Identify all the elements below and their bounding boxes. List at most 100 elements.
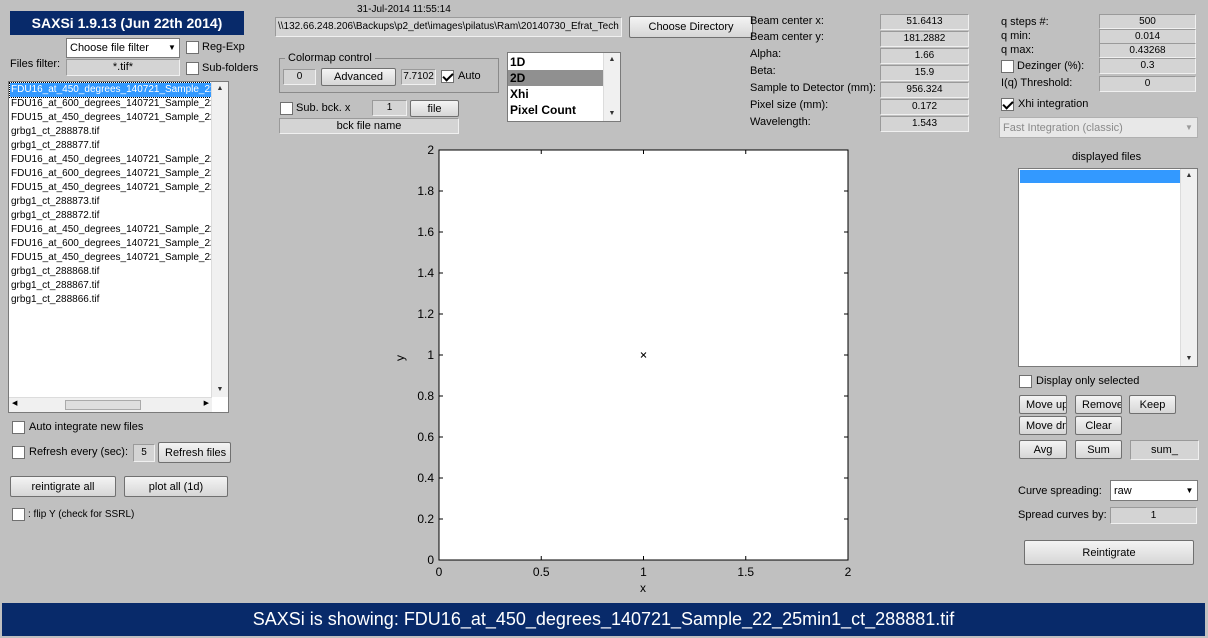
move-down-button[interactable]: Move dn: [1019, 416, 1067, 435]
choose-directory-button[interactable]: Choose Directory: [629, 16, 753, 38]
mode-list[interactable]: 1D 2D Xhi Pixel Count ▲ ▼: [507, 52, 621, 122]
list-item[interactable]: grbg1_ct_288868.tif: [11, 266, 100, 277]
dezinger-checkbox[interactable]: [1001, 60, 1014, 73]
bck-file-button[interactable]: file: [410, 100, 459, 117]
alpha-label: Alpha:: [750, 48, 782, 60]
file-list-hscrollbar[interactable]: ◀ ▶: [9, 397, 212, 412]
displayed-list-scrollbar[interactable]: ▲ ▼: [1180, 169, 1197, 366]
xhi-integration-label: Xhi integration: [1018, 98, 1089, 110]
scroll-up-icon[interactable]: ▲: [216, 85, 224, 92]
regexp-checkbox[interactable]: [186, 41, 199, 54]
threshold-input[interactable]: 0: [1099, 76, 1196, 92]
list-item[interactable]: grbg1_ct_288872.tif: [11, 210, 100, 221]
file-filter-dropdown[interactable]: Choose file filter ▼: [66, 38, 180, 58]
curve-spreading-dropdown[interactable]: raw ▼: [1110, 480, 1198, 501]
scroll-down-icon[interactable]: ▼: [608, 110, 616, 117]
scroll-down-icon[interactable]: ▼: [216, 386, 224, 393]
scroll-left-icon[interactable]: ◀: [12, 400, 18, 407]
file-pattern-input[interactable]: *.tif*: [66, 59, 180, 76]
scroll-up-icon[interactable]: ▲: [1185, 172, 1193, 179]
mode-item-1d[interactable]: 1D: [510, 55, 526, 69]
subfolders-checkbox[interactable]: [186, 62, 199, 75]
scroll-up-icon[interactable]: ▲: [608, 56, 616, 63]
integration-method-value: Fast Integration (classic): [1003, 122, 1123, 134]
auto-integrate-checkbox[interactable]: [12, 421, 25, 434]
plot-all-button[interactable]: plot all (1d): [124, 476, 228, 497]
integration-method-dropdown[interactable]: Fast Integration (classic) ▼: [999, 117, 1198, 138]
list-item[interactable]: FDU16_at_600_degrees_140721_Sample_22_: [11, 98, 222, 109]
remove-button[interactable]: Remove: [1075, 395, 1122, 414]
list-item[interactable]: FDU15_at_450_degrees_140721_Sample_22_: [11, 182, 222, 193]
chevron-down-icon: ▼: [1185, 486, 1194, 495]
spread-by-label: Spread curves by:: [1018, 509, 1107, 521]
pixel-size-label: Pixel size (mm):: [750, 99, 829, 111]
mode-item-pixel-count[interactable]: Pixel Count: [510, 103, 577, 117]
beam-center-x-input[interactable]: 51.6413: [880, 14, 969, 30]
flip-y-checkbox[interactable]: [12, 508, 25, 521]
list-item-selected[interactable]: [1020, 170, 1181, 183]
list-item[interactable]: grbg1_ct_288873.tif: [11, 196, 100, 207]
directory-path-input[interactable]: \\132.66.248.206\Backups\p2_det\images\p…: [275, 17, 622, 37]
list-item[interactable]: FDU16_at_600_degrees_140721_Sample_22_: [11, 168, 222, 179]
list-item[interactable]: grbg1_ct_288866.tif: [11, 294, 100, 305]
beam-center-y-input[interactable]: 181.2882: [880, 31, 969, 47]
refresh-every-checkbox[interactable]: [12, 446, 25, 459]
y-tick-label: 0.2: [417, 512, 434, 526]
q-max-input[interactable]: 0.43268: [1099, 43, 1196, 58]
refresh-files-button[interactable]: Refresh files: [158, 442, 231, 463]
pixel-size-input[interactable]: 0.172: [880, 99, 969, 115]
distance-label: Sample to Detector (mm):: [750, 82, 876, 94]
beam-center-y-label: Beam center y:: [750, 31, 824, 43]
list-item[interactable]: FDU15_at_450_degrees_140721_Sample_22_: [11, 252, 222, 263]
list-item[interactable]: FDU15_at_450_degrees_140721_Sample_22_: [11, 112, 222, 123]
sum-button[interactable]: Sum: [1075, 440, 1122, 459]
list-item[interactable]: FDU16_at_450_degrees_140721_Sample_22_: [11, 154, 222, 165]
q-steps-input[interactable]: 500: [1099, 14, 1196, 29]
display-only-selected-checkbox[interactable]: [1019, 375, 1032, 388]
reintegrate-button[interactable]: Reintigrate: [1024, 540, 1194, 565]
distance-input[interactable]: 956.324: [880, 82, 969, 98]
reintegrate-all-button[interactable]: reintigrate all: [10, 476, 116, 497]
displayed-files-list[interactable]: ▲ ▼: [1018, 168, 1198, 367]
list-item[interactable]: grbg1_ct_288877.tif: [11, 140, 100, 151]
hscroll-thumb[interactable]: [65, 400, 141, 410]
plot-area[interactable]: 0 0.5 1 1.5 2 0 0.2 0.4 0.6 0.8 1 1.2 1.4 1.6 1.8 2 x y: [380, 138, 870, 598]
file-filter-value: Choose file filter: [70, 42, 149, 54]
list-item[interactable]: grbg1_ct_288867.tif: [11, 280, 100, 291]
file-list-scrollbar[interactable]: ▲ ▼: [211, 82, 228, 397]
beta-input[interactable]: 15.9: [880, 65, 969, 81]
bck-factor-input[interactable]: 1: [372, 100, 407, 116]
list-item[interactable]: FDU16_at_600_degrees_140721_Sample_22_: [11, 238, 222, 249]
refresh-seconds-input[interactable]: 5: [133, 444, 155, 462]
clear-button[interactable]: Clear: [1075, 416, 1122, 435]
q-min-input[interactable]: 0.014: [1099, 29, 1196, 44]
mode-item-xhi[interactable]: Xhi: [510, 87, 529, 101]
x-tick-label: 1.5: [737, 565, 754, 579]
avg-button[interactable]: Avg: [1019, 440, 1067, 459]
move-up-button[interactable]: Move up: [1019, 395, 1067, 414]
sub-bck-label: Sub. bck. x: [296, 102, 351, 114]
status-bar: SAXSi is showing: FDU16_at_450_degrees_1…: [2, 603, 1205, 636]
colormap-advanced-button[interactable]: Advanced: [321, 68, 396, 86]
alpha-input[interactable]: 1.66: [880, 48, 969, 64]
list-item[interactable]: grbg1_ct_288878.tif: [11, 126, 100, 137]
list-item[interactable]: FDU16_at_450_degrees_140721_Sample_22_: [9, 82, 223, 98]
sum-name-input[interactable]: sum_: [1130, 440, 1199, 460]
colormap-group-label: Colormap control: [285, 52, 375, 65]
mode-list-scrollbar[interactable]: ▲ ▼: [603, 53, 620, 121]
file-list[interactable]: FDU16_at_450_degrees_140721_Sample_22_ FD…: [8, 81, 229, 413]
mode-item-2d[interactable]: 2D: [508, 70, 604, 86]
keep-button[interactable]: Keep: [1129, 395, 1176, 414]
dezinger-input[interactable]: 0.3: [1099, 58, 1196, 74]
spread-by-input[interactable]: 1: [1110, 507, 1197, 524]
colormap-auto-checkbox[interactable]: [441, 70, 454, 83]
wavelength-input[interactable]: 1.543: [880, 116, 969, 132]
colormap-max-input[interactable]: 7.7102: [401, 69, 436, 85]
sub-bck-checkbox[interactable]: [280, 102, 293, 115]
scroll-right-icon[interactable]: ▶: [203, 400, 209, 407]
scroll-down-icon[interactable]: ▼: [1185, 355, 1193, 362]
beam-center-x-label: Beam center x:: [750, 15, 824, 27]
list-item[interactable]: FDU16_at_450_degrees_140721_Sample_22_: [11, 224, 222, 235]
xhi-integration-checkbox[interactable]: [1001, 98, 1014, 111]
colormap-min-input[interactable]: 0: [283, 69, 316, 85]
